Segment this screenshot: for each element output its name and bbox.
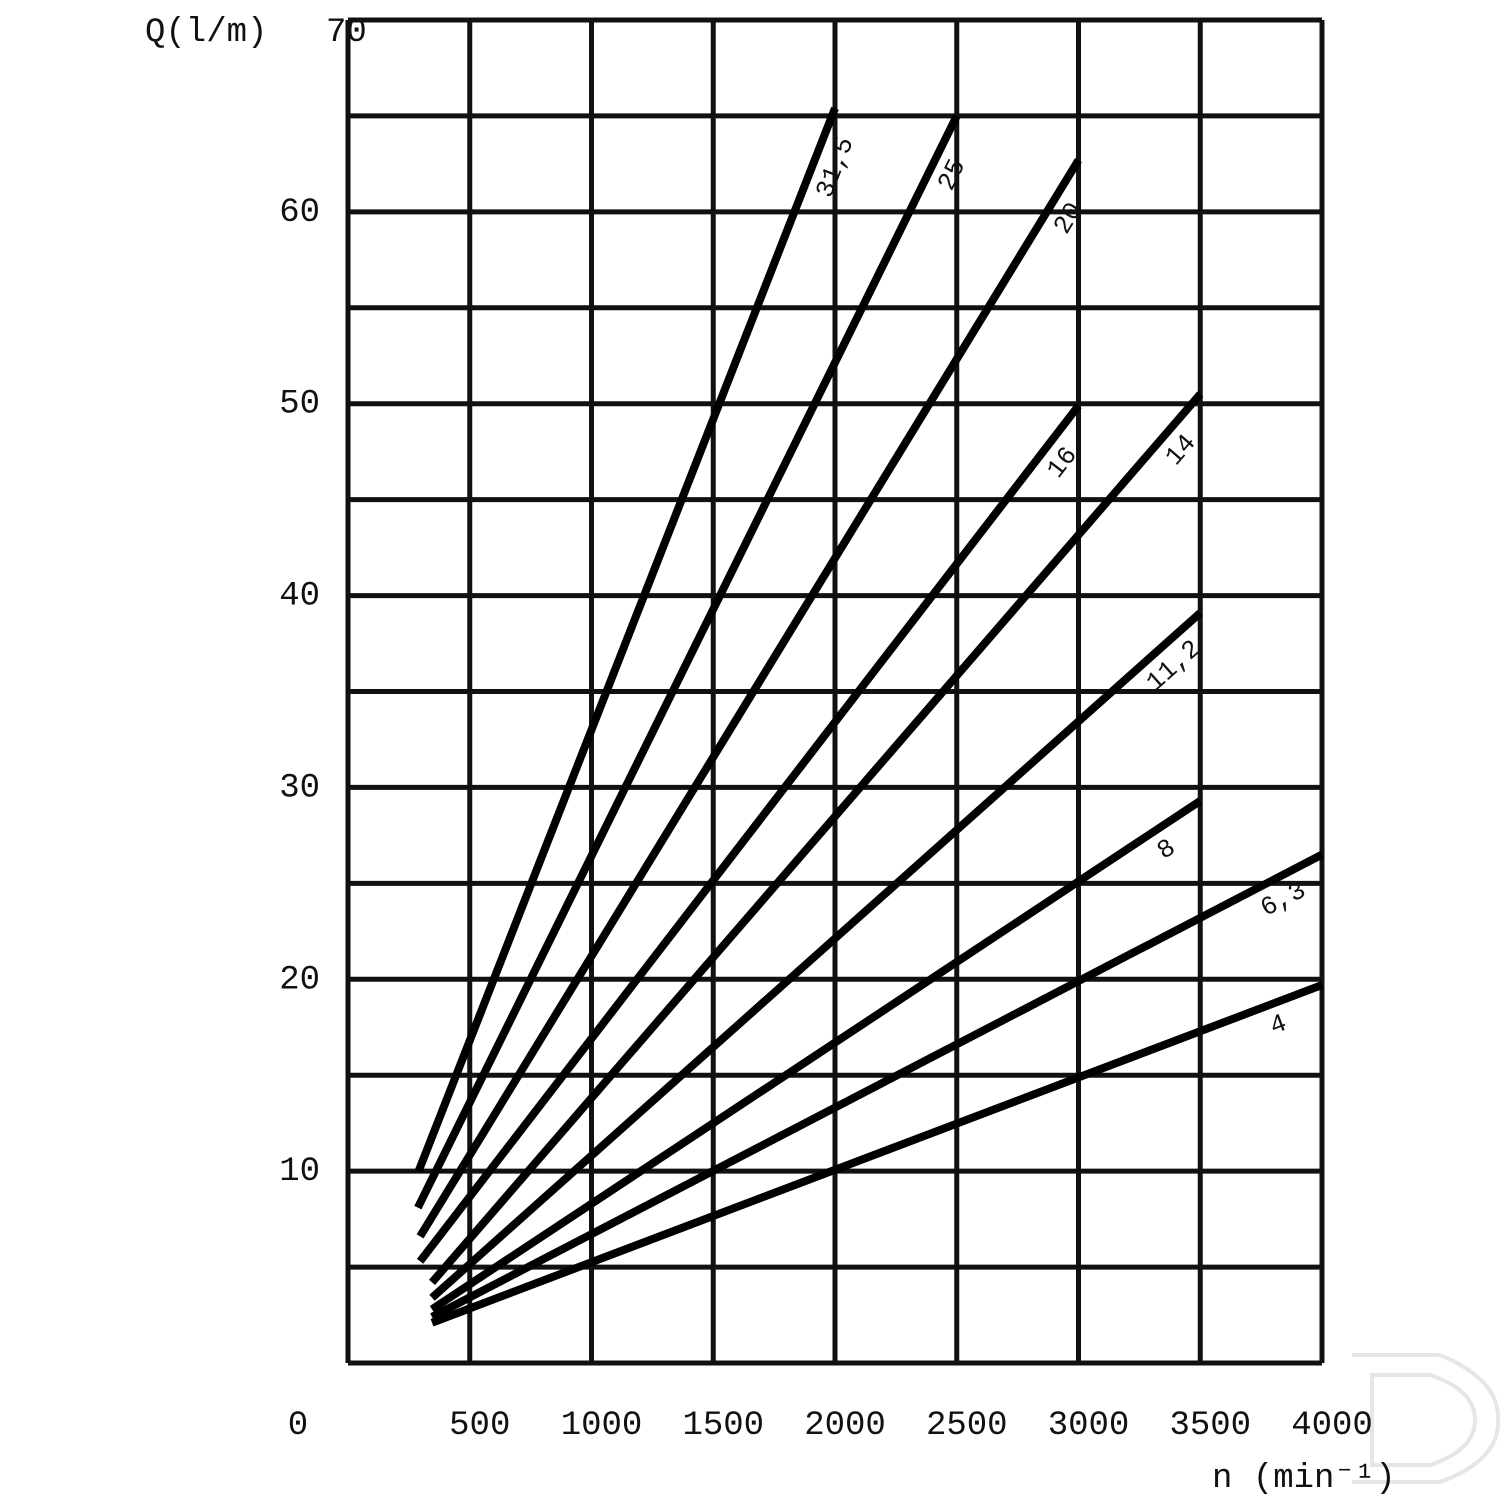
x-tick-label: 4000 xyxy=(1291,1407,1373,1445)
y-tick-label: 40 xyxy=(279,578,320,616)
x-tick-label: 0 xyxy=(288,1407,308,1445)
y-tick-label: 70 xyxy=(326,14,367,52)
y-tick-label: 60 xyxy=(279,194,320,232)
series-line xyxy=(428,391,1204,1286)
y-tick-label: 20 xyxy=(279,961,320,999)
y-tick-label: 30 xyxy=(279,769,320,807)
series-line xyxy=(429,797,1203,1313)
x-tick-label: 3500 xyxy=(1169,1407,1251,1445)
series-line xyxy=(430,851,1324,1321)
series-label: 11,2 xyxy=(1140,634,1207,698)
x-axis-label: n (min⁻¹) xyxy=(1212,1460,1396,1498)
series-line xyxy=(430,981,1324,1327)
x-tick-label: 2000 xyxy=(804,1407,886,1445)
series-line xyxy=(416,157,1082,1239)
series-line xyxy=(414,114,961,1210)
series-label: 8 xyxy=(1152,833,1182,867)
series-line xyxy=(429,609,1203,1301)
x-tick-label: 2500 xyxy=(926,1407,1008,1445)
x-tick-label: 1500 xyxy=(682,1407,764,1445)
watermark xyxy=(1352,1353,1500,1484)
y-axis-label: Q(l/m) xyxy=(145,14,267,52)
y-tick-label: 10 xyxy=(279,1153,320,1191)
x-tick-label: 3000 xyxy=(1048,1407,1130,1445)
series-line xyxy=(416,403,1082,1264)
x-tick-label: 500 xyxy=(449,1407,510,1445)
x-tick-label: 1000 xyxy=(561,1407,643,1445)
series-label: 4 xyxy=(1266,1008,1291,1042)
y-tick-label: 50 xyxy=(279,386,320,424)
series-line xyxy=(414,106,839,1173)
